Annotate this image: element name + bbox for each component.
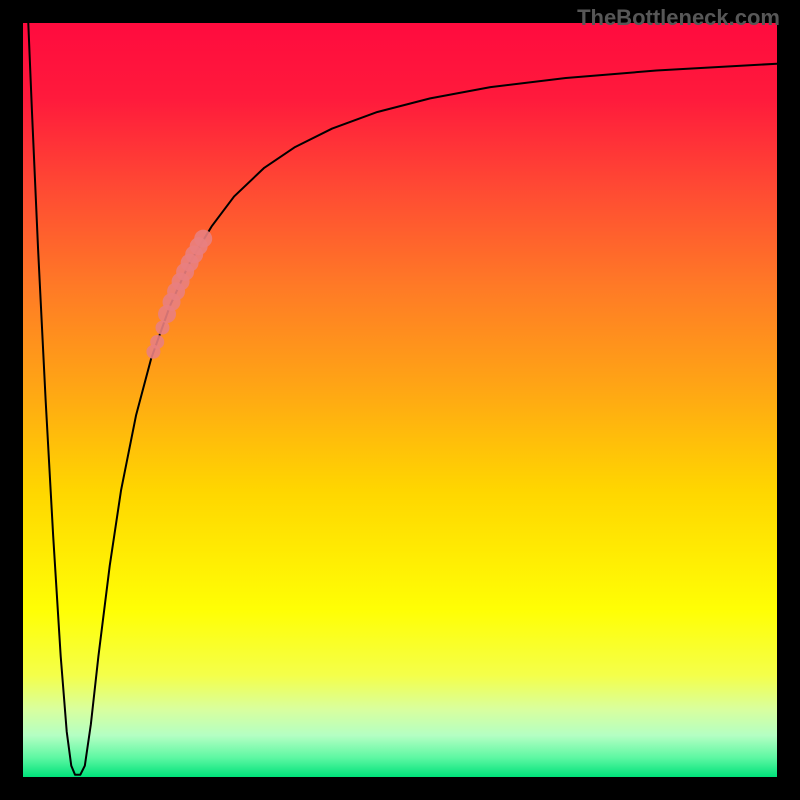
watermark-text: TheBottleneck.com — [577, 5, 780, 31]
highlight-marker — [150, 335, 164, 349]
gradient-background — [23, 23, 777, 777]
highlight-marker — [194, 230, 212, 248]
chart-frame — [23, 23, 777, 777]
chart-svg — [23, 23, 777, 777]
plot-area — [23, 23, 777, 777]
